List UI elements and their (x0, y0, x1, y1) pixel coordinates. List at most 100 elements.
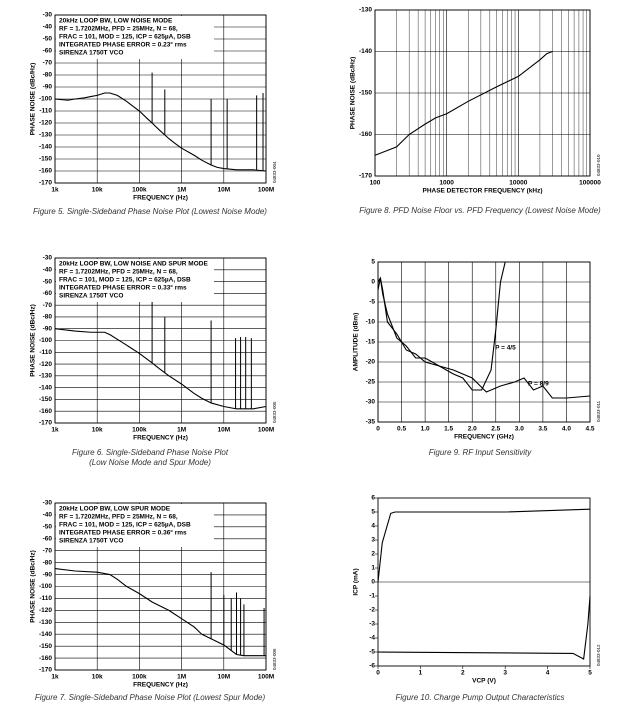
figure-caption: Figure 6. Single-Sideband Phase Noise Pl… (72, 448, 229, 457)
y-tick-label: -170 (39, 667, 52, 674)
figure-code: 04833-004 (272, 161, 277, 183)
x-tick-label: 100M (258, 187, 274, 194)
annotation-box (56, 259, 214, 302)
y-tick-label: -170 (39, 180, 52, 187)
y-tick-label: -160 (39, 408, 52, 415)
y-tick-label: 3 (371, 537, 375, 544)
y-tick-label: -150 (39, 396, 52, 403)
y-tick-label: -150 (39, 643, 52, 650)
y-tick-label: -160 (39, 655, 52, 662)
y-tick-label: -170 (359, 173, 372, 180)
y-tick-label: -120 (39, 607, 52, 614)
y-tick-label: -50 (43, 36, 53, 43)
annotation: INTEGRATED PHASE ERROR = 0.23° rms (59, 41, 187, 49)
y-tick-label: -5 (369, 299, 375, 306)
y-tick-label: -130 (359, 7, 372, 14)
figure-caption: Figure 7. Single-Sideband Phase Noise Pl… (35, 693, 266, 702)
y-tick-label: -150 (359, 90, 372, 97)
y-tick-label: -40 (43, 24, 53, 31)
y-tick-label: -100 (39, 583, 52, 590)
figure-code: 04833-005 (272, 401, 277, 423)
x-axis-label: FREQUENCY (GHz) (454, 434, 514, 441)
y-tick-label: -110 (39, 595, 52, 602)
y-axis-label: PHASE NOISE (dBc/Hz) (30, 63, 37, 136)
y-tick-label: -30 (43, 12, 53, 19)
y-tick-label: -100 (39, 96, 52, 103)
x-tick-label: 2.5 (491, 426, 500, 433)
x-tick-label: 4.0 (562, 426, 571, 433)
annotation: FRAC = 101, MOD = 125, ICP = 625µA, DSB (59, 522, 191, 529)
y-tick-label: -30 (43, 500, 53, 507)
chart: 1k 10k 100k 1M 10M 100M -30 -40 -50 -60 -70 -80 -90 -… (30, 255, 277, 467)
x-tick-label: 0 (376, 670, 380, 677)
x-tick-label: 100M (258, 427, 274, 434)
data-line (54, 568, 266, 657)
y-tick-label: -5 (369, 649, 375, 656)
plot-frame (54, 502, 267, 671)
annotation: RF = 1.7202MHz, PFD = 25MHz, N = 68, (59, 269, 178, 276)
x-tick-label: 3.5 (538, 426, 547, 433)
x-tick-label: 100k (132, 187, 147, 194)
x-axis-label: FREQUENCY (Hz) (133, 435, 188, 442)
y-tick-label: -10 (366, 319, 376, 326)
y-tick-label: -60 (43, 536, 53, 543)
x-axis-label: PHASE DETECTOR FREQUENCY (kHz) (422, 188, 542, 195)
data-line (54, 92, 267, 172)
x-tick-label: 1000 (439, 180, 454, 187)
x-tick-label: 10k (92, 427, 103, 434)
annotation: RF = 1.7202MHz, PFD = 25MHz, N = 68, (59, 514, 178, 521)
x-tick-label: 5 (588, 670, 592, 677)
x-tick-label: 1.5 (444, 426, 453, 433)
data-line (377, 595, 591, 660)
figure-caption: Figure 8. PFD Noise Floor vs. PFD Freque… (359, 206, 601, 215)
x-tick-label: 3 (503, 670, 507, 677)
chart: 0 1 2 3 4 5 6 5 4 3 2 1 0 -1 -2 -3 -4 -5 -6 VCP (V) ICP (mA)… (353, 495, 601, 702)
y-tick-label: -70 (43, 547, 53, 554)
y-tick-label: -140 (39, 144, 52, 151)
y-tick-label: -140 (39, 631, 52, 638)
figure-caption: Figure 9. RF Input Sensitivity (429, 448, 533, 457)
y-axis-label: ICP (mA) (353, 568, 360, 595)
x-tick-label: 0.5 (397, 426, 406, 433)
annotation: INTEGRATED PHASE ERROR = 0.33° rms (59, 284, 187, 292)
y-tick-label: 0 (371, 279, 375, 286)
chart: 1k 10k 100k 1M 10M 100M -30 -40 -50 -60 -70 -80 -90 -… (30, 500, 277, 702)
figure-caption: Figure 10. Charge Pump Output Characteri… (396, 693, 565, 702)
x-tick-label: 100k (132, 427, 147, 434)
x-tick-label: 10M (217, 187, 230, 194)
data-line (374, 50, 553, 156)
x-tick-label: 4 (546, 670, 550, 677)
y-tick-label: -25 (366, 379, 376, 386)
figure-caption: (Low Noise Mode and Spur Mode) (89, 458, 211, 467)
y-tick-label: 4 (371, 523, 375, 530)
figure-code: 04833-011 (596, 400, 601, 422)
x-axis-label: VCP (V) (472, 678, 496, 685)
series-label: P = 4/5 (495, 345, 516, 352)
y-tick-label: -120 (39, 120, 52, 127)
y-tick-label: -170 (39, 420, 52, 427)
y-tick-label: -80 (43, 72, 53, 79)
x-tick-label: 100000 (579, 180, 601, 187)
y-tick-label: -40 (43, 267, 53, 274)
y-tick-label: -15 (366, 339, 376, 346)
y-axis-label: PHASE NOISE (dBc/Hz) (350, 57, 357, 130)
data-line (377, 276, 591, 399)
plot-frame (377, 261, 591, 423)
y-tick-label: -80 (43, 314, 53, 321)
annotation: SIRENZA 1750T VCO (59, 50, 123, 57)
chart: 0 0.5 1.0 1.5 2.0 2.5 3.0 3.5 4.0 4.5 5 0 -5 -10 -15 -2… (353, 259, 601, 457)
x-tick-label: 10M (217, 427, 230, 434)
y-tick-label: -70 (43, 302, 53, 309)
y-tick-label: -3 (369, 621, 375, 628)
x-tick-label: 10000 (509, 180, 527, 187)
y-tick-label: 5 (371, 259, 375, 266)
annotation: INTEGRATED PHASE ERROR = 0.36° rms (59, 529, 187, 537)
y-tick-label: -90 (43, 571, 53, 578)
y-tick-label: -60 (43, 290, 53, 297)
figure-code: 04833-012 (596, 644, 601, 666)
y-tick-label: -120 (39, 361, 52, 368)
annotation-box (56, 16, 214, 59)
y-tick-label: -50 (43, 278, 53, 285)
y-tick-label: -100 (39, 337, 52, 344)
